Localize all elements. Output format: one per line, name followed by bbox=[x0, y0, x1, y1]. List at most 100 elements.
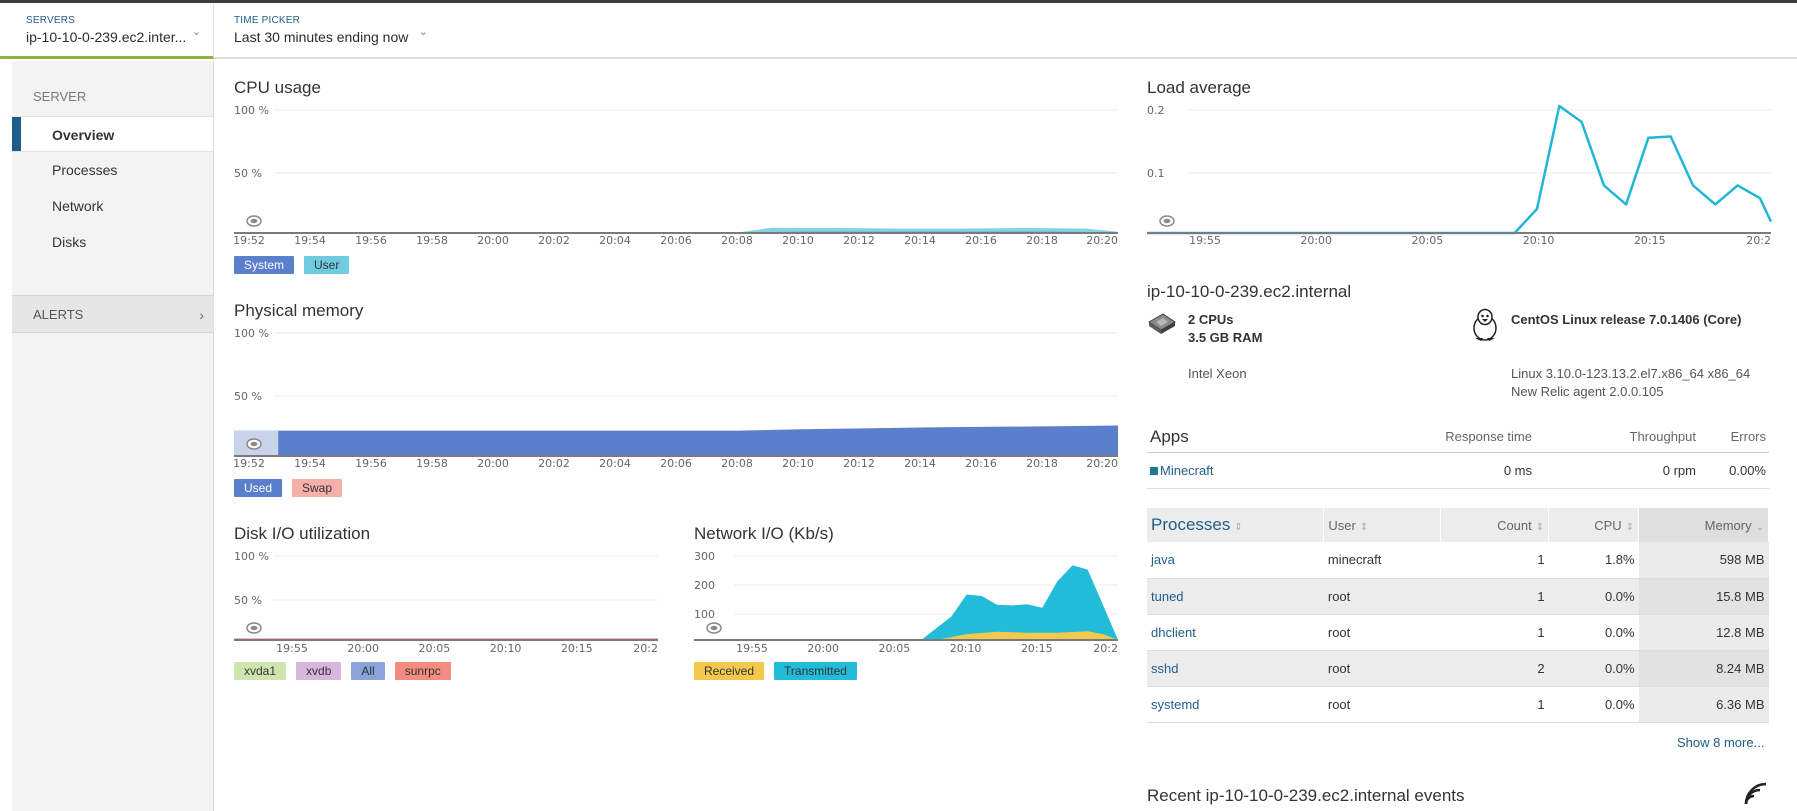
sidebar-item-overview[interactable]: Overview bbox=[12, 116, 213, 152]
time-caption: TIME PICKER bbox=[234, 15, 301, 26]
cpu-legend: System User bbox=[234, 256, 350, 274]
x-tick-label: 20:04 bbox=[599, 457, 631, 470]
legend-system[interactable]: System bbox=[234, 256, 295, 274]
x-tick-label: 20:14 bbox=[904, 234, 936, 247]
x-tick-label: 20:00 bbox=[807, 642, 839, 655]
process-link[interactable]: dhclient bbox=[1147, 614, 1324, 651]
legend-xvdb[interactable]: xvdb bbox=[296, 662, 342, 680]
x-tick-label: 20:16 bbox=[965, 457, 997, 470]
processes-col-cpu[interactable]: CPU ⇕ bbox=[1548, 508, 1640, 542]
process-cpu: 0.0% bbox=[1548, 686, 1639, 723]
apps-col-errors[interactable]: Errors bbox=[1699, 422, 1769, 453]
rss-icon[interactable] bbox=[1742, 780, 1770, 808]
process-link[interactable]: java bbox=[1147, 542, 1324, 579]
sidebar-item-network[interactable]: Network bbox=[52, 198, 104, 214]
x-tick-label: 20:00 bbox=[347, 642, 379, 655]
processes-col-count[interactable]: Count ⇕ bbox=[1440, 508, 1550, 542]
y-tick-label: 50 % bbox=[234, 594, 262, 607]
x-tick-label: 20:12 bbox=[843, 457, 875, 470]
legend-swap[interactable]: Swap bbox=[292, 479, 343, 497]
process-count: 1 bbox=[1440, 614, 1549, 651]
x-tick-label: 19:52 bbox=[233, 457, 265, 470]
y-tick-label: 50 % bbox=[234, 390, 262, 403]
apps-col-response[interactable]: Response time bbox=[1387, 422, 1535, 453]
x-tick-label: 20:10 bbox=[950, 642, 982, 655]
x-tick-label: 20:18 bbox=[1026, 457, 1058, 470]
y-tick-label: 300 bbox=[694, 550, 715, 563]
series-area-transmitted bbox=[694, 565, 1118, 640]
process-memory: 6.36 MB bbox=[1638, 686, 1769, 723]
ram-size: 3.5 GB RAM bbox=[1188, 330, 1263, 345]
x-tick-label: 20:05 bbox=[1412, 234, 1444, 247]
x-tick-label: 19:55 bbox=[276, 642, 308, 655]
x-tick-label: 20:05 bbox=[879, 642, 911, 655]
header-bar: SERVERS ip-10-10-0-239.ec2.inter... ⌄ TI… bbox=[0, 3, 1797, 59]
sidebar-item-disks[interactable]: Disks bbox=[52, 234, 87, 250]
zoom-handle-icon bbox=[250, 441, 258, 447]
process-count: 1 bbox=[1440, 542, 1549, 579]
series-line-load bbox=[1147, 104, 1773, 235]
chevron-down-icon[interactable]: ⌄ bbox=[418, 26, 428, 38]
servers-picker[interactable]: SERVERS ip-10-10-0-239.ec2.inter... ⌄ bbox=[0, 3, 214, 59]
top-border bbox=[0, 0, 1797, 3]
process-count: 1 bbox=[1440, 686, 1549, 723]
zoom-handle-icon bbox=[250, 625, 258, 631]
app-link-minecraft[interactable]: Minecraft bbox=[1147, 452, 1387, 489]
x-tick-label: 20:08 bbox=[721, 234, 753, 247]
processes-col-name[interactable]: Processes ⇕ bbox=[1147, 508, 1325, 542]
processes-table: Processes ⇕ User ⇕ Count ⇕ CPU ⇕ Memory ⌄ jav… bbox=[1147, 508, 1769, 723]
sidebar-item-processes[interactable]: Processes bbox=[52, 162, 118, 178]
legend-sunrpc[interactable]: sunrpc bbox=[394, 662, 451, 680]
legend-user[interactable]: User bbox=[304, 256, 350, 274]
process-cpu: 0.0% bbox=[1548, 650, 1639, 687]
legend-xvda1[interactable]: xvda1 bbox=[234, 662, 287, 680]
x-tick-label: 20:15 bbox=[1021, 642, 1053, 655]
x-tick-label: 20:15 bbox=[1634, 234, 1666, 247]
disk-io-title: Disk I/O utilization bbox=[234, 524, 371, 543]
linux-tux-icon bbox=[1473, 308, 1497, 341]
table-row: tuned root 1 0.0% 15.8 MB bbox=[1147, 578, 1769, 615]
x-tick-label: 20:18 bbox=[1026, 234, 1058, 247]
x-tick-label: 20:16 bbox=[965, 234, 997, 247]
process-memory: 12.8 MB bbox=[1638, 614, 1769, 651]
legend-all[interactable]: All bbox=[351, 662, 385, 680]
x-tick-label: 20:2 bbox=[633, 642, 658, 655]
y-tick-label: 100 bbox=[694, 608, 715, 621]
network-legend: Received Transmitted bbox=[694, 662, 857, 680]
process-link[interactable]: tuned bbox=[1147, 578, 1324, 615]
process-link[interactable]: sshd bbox=[1147, 650, 1324, 687]
process-memory: 8.24 MB bbox=[1638, 650, 1769, 687]
sort-icon: ⇕ bbox=[1625, 521, 1635, 533]
load-average-title: Load average bbox=[1147, 78, 1251, 97]
y-tick-label: 0.2 bbox=[1147, 104, 1165, 117]
process-link[interactable]: systemd bbox=[1147, 686, 1324, 723]
x-tick-label: 20:02 bbox=[538, 457, 570, 470]
chevron-down-icon[interactable]: ⌄ bbox=[191, 26, 201, 38]
processes-col-memory[interactable]: Memory ⌄ bbox=[1638, 508, 1769, 542]
processes-col-user[interactable]: User ⇕ bbox=[1323, 508, 1442, 542]
legend-used[interactable]: Used bbox=[234, 479, 283, 497]
process-user: root bbox=[1323, 650, 1441, 687]
show-more-link[interactable]: Show 8 more... bbox=[1677, 735, 1765, 750]
x-tick-label: 20:10 bbox=[490, 642, 522, 655]
table-row: sshd root 2 0.0% 8.24 MB bbox=[1147, 650, 1769, 687]
kernel-version: Linux 3.10.0-123.13.2.el7.x86_64 x86_64 bbox=[1511, 366, 1751, 381]
disk-legend: xvda1 xvdb All sunrpc bbox=[234, 662, 451, 680]
app-throughput: 0 rpm bbox=[1535, 452, 1699, 489]
process-user: root bbox=[1323, 686, 1441, 723]
process-count: 1 bbox=[1440, 578, 1549, 615]
y-tick-label: 100 % bbox=[234, 550, 269, 563]
table-row: systemd root 1 0.0% 6.36 MB bbox=[1147, 686, 1769, 723]
apps-col-throughput[interactable]: Throughput bbox=[1535, 422, 1699, 453]
legend-transmitted[interactable]: Transmitted bbox=[774, 662, 857, 680]
table-row: Minecraft 0 ms 0 rpm 0.00% bbox=[1147, 452, 1769, 489]
y-tick-label: 50 % bbox=[234, 167, 262, 180]
y-tick-label: 100 % bbox=[234, 327, 269, 340]
network-io-panel: Network I/O (Kb/s) 300 200 100 19:55 20:00 20… bbox=[694, 524, 1118, 684]
time-picker[interactable]: TIME PICKER Last 30 minutes ending now ⌄ bbox=[214, 3, 434, 59]
sidebar-alerts[interactable]: ALERTS › bbox=[12, 295, 214, 333]
process-count: 2 bbox=[1440, 650, 1549, 687]
legend-received[interactable]: Received bbox=[694, 662, 765, 680]
sidebar: SERVER Overview Processes Network Disks … bbox=[12, 61, 214, 811]
zoom-handle-icon bbox=[710, 625, 718, 631]
